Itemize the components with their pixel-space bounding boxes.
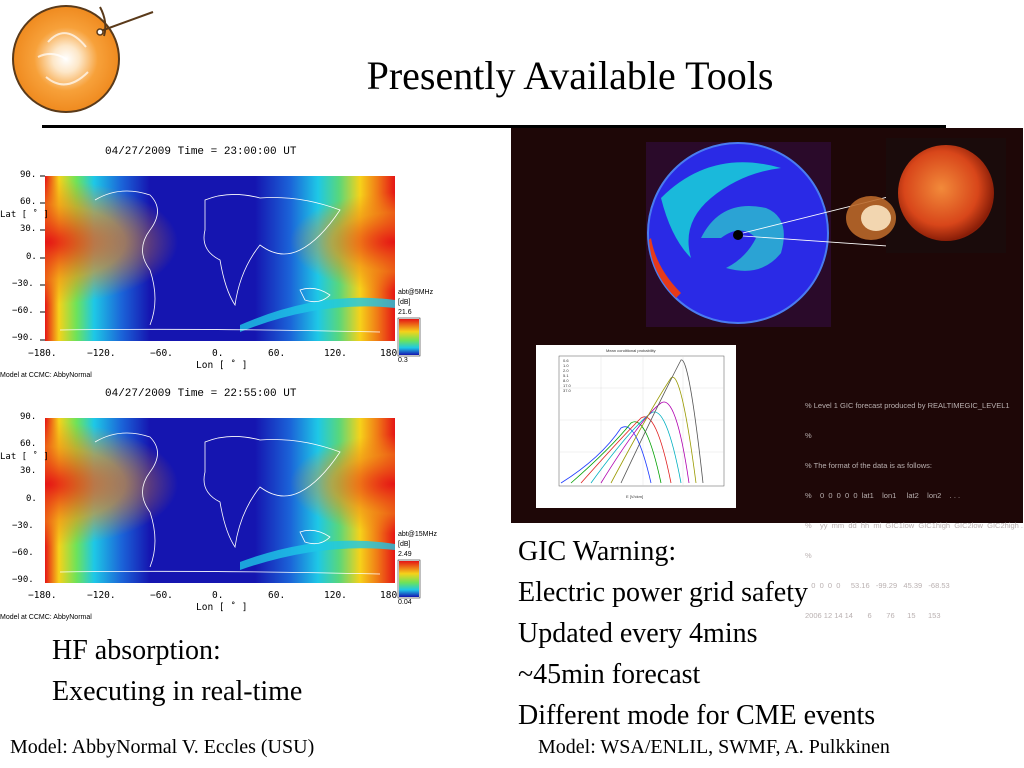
lon-tick: −60. xyxy=(150,348,173,359)
lat-axis-label: Lat [ ˚ ] xyxy=(0,210,49,220)
hf-absorption-map-5mhz: 04/27/2009 Time = 23:00:00 UT xyxy=(0,140,445,390)
gic-line: Different mode for CME events xyxy=(518,700,876,731)
gic-line: Electric power grid safety xyxy=(518,577,808,608)
lat-tick: −30. xyxy=(12,521,34,531)
lat-axis-label: Lat [ ˚ ] xyxy=(0,452,49,462)
plot-title: Mean conditional probability xyxy=(606,348,656,353)
coastlines xyxy=(59,432,381,575)
forecast-line: % xyxy=(805,551,812,560)
forecast-line: % xyxy=(805,431,812,440)
colorbar xyxy=(399,319,419,355)
lon-tick: 0. xyxy=(212,348,224,359)
map-credit: Model at CCMC: AbbyNormal xyxy=(0,372,92,379)
lon-tick: −120. xyxy=(87,590,116,601)
lon-axis-label: Lon [ ˚ ] xyxy=(196,602,248,613)
lat-tick: 0. xyxy=(26,494,37,504)
lon-axis-label: Lon [ ˚ ] xyxy=(196,360,248,371)
lon-tick: 180 xyxy=(380,590,398,601)
forecast-line: 2006 12 14 14 6 76 15 153 xyxy=(805,611,941,620)
colorbar xyxy=(399,561,419,597)
lon-tick: −60. xyxy=(150,590,173,601)
legend-entry: 8.0 xyxy=(563,378,569,383)
lat-tick: 90. xyxy=(20,412,37,422)
lon-tick: 120. xyxy=(324,348,347,359)
lon-tick: 60. xyxy=(268,348,286,359)
forecast-line: % yy mm dd hh mi GIC1low GIC1high GIC2lo… xyxy=(805,521,1024,530)
lon-tick: −180. xyxy=(28,348,57,359)
legend-entry: 1.0 xyxy=(563,363,569,368)
legend-entry: 37.0 xyxy=(563,388,571,393)
gic-forecast-panel: Mean conditional probability 0.6 1.0 2.0… xyxy=(511,128,1023,523)
plot-x-label: E [V/ckm] xyxy=(626,494,644,499)
legend-entry: 17.0 xyxy=(563,383,571,388)
hf-line: HF absorption: xyxy=(52,635,221,666)
gic-line: Updated every 4mins xyxy=(518,618,758,649)
lat-tick: 30. xyxy=(20,466,37,476)
slide-title: Presently Available Tools xyxy=(366,53,774,98)
lat-tick: 60. xyxy=(20,439,37,449)
lon-tick: 0. xyxy=(212,590,224,601)
lon-tick: −180. xyxy=(28,590,57,601)
hf-absorption-map-15mhz: 04/27/2009 Time = 22:55:00 UT 90. 60. 30… xyxy=(0,382,445,632)
gic-forecast-text: % Level 1 GIC forecast produced by REALT… xyxy=(805,381,1024,631)
sun-center xyxy=(733,230,743,240)
colorbar-unit: [dB] xyxy=(398,541,411,548)
legend-entry: 0.6 xyxy=(563,358,569,363)
hf-line: Executing in real-time xyxy=(52,676,303,707)
footer-left-credit: Model: AbbyNormal V. Eccles (USU) xyxy=(10,736,315,758)
lat-tick: 90. xyxy=(20,170,37,180)
lat-tick: 30. xyxy=(20,224,37,234)
coastlines xyxy=(59,190,381,333)
title-divider xyxy=(42,125,946,128)
colorbar-title: abt@15MHz xyxy=(398,531,438,538)
colorbar-unit: [dB] xyxy=(398,299,411,306)
forecast-line: % The format of the data is as follows: xyxy=(805,461,933,470)
gic-line: GIC Warning: xyxy=(518,536,677,567)
legend-entry: 2.0 xyxy=(563,368,569,373)
map-timestamp: 04/27/2009 Time = 23:00:00 UT xyxy=(105,146,297,158)
lat-tick: −90. xyxy=(12,333,34,343)
lon-tick: 120. xyxy=(324,590,347,601)
colorbar-max: 21.6 xyxy=(398,309,412,316)
map-timestamp: 04/27/2009 Time = 22:55:00 UT xyxy=(105,388,297,400)
colorbar-min: 0.04 xyxy=(398,599,412,606)
lat-tick: 60. xyxy=(20,197,37,207)
gic-description: GIC Warning: Electric power grid safety … xyxy=(518,531,875,736)
lon-tick: 60. xyxy=(268,590,286,601)
lat-tick: −30. xyxy=(12,279,34,289)
gic-line: ~45min forecast xyxy=(518,659,701,690)
map-credit: Model at CCMC: AbbyNormal xyxy=(0,614,92,621)
forecast-line: 0 0 0 0 53.16 -99.29 45.39 -68.53 xyxy=(805,581,950,590)
lon-tick: −120. xyxy=(87,348,116,359)
lat-tick: −60. xyxy=(12,548,34,558)
forecast-line: % 0 0 0 0 0 lat1 lon1 lat2 lon2 . . . xyxy=(805,491,961,500)
colorbar-min: 0.3 xyxy=(398,357,408,364)
legend-entry: 5.1 xyxy=(563,373,569,378)
logo xyxy=(8,2,158,120)
lat-tick: 0. xyxy=(26,252,37,262)
lat-tick: −60. xyxy=(12,306,34,316)
colorbar-title: abt@5MHz xyxy=(398,289,434,296)
colorbar-max: 2.49 xyxy=(398,551,412,558)
lon-tick: 180 xyxy=(380,348,398,359)
hf-description: HF absorption: Executing in real-time xyxy=(52,630,302,712)
plot-legend: 0.6 1.0 2.0 5.1 8.0 17.0 37.0 xyxy=(563,358,571,393)
sun-image xyxy=(898,145,994,241)
lat-tick: −90. xyxy=(12,575,34,585)
footer-right-credit: Model: WSA/ENLIL, SWMF, A. Pulkkinen xyxy=(538,736,890,758)
forecast-line: % Level 1 GIC forecast produced by REALT… xyxy=(805,401,1010,410)
